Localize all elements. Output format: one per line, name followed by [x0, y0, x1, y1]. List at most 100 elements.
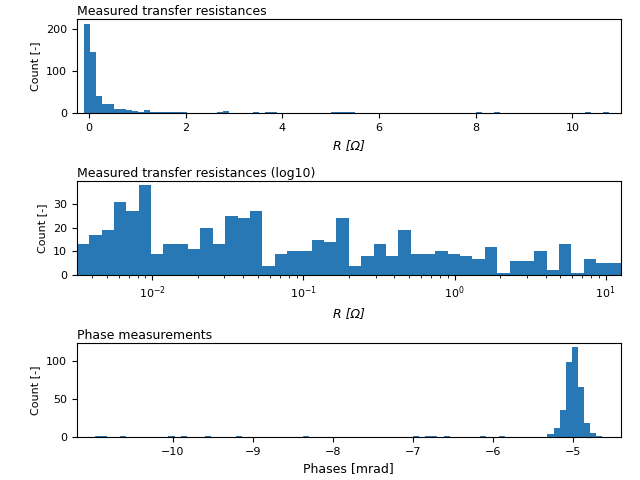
Text: Measured transfer resistances (log10): Measured transfer resistances (log10)	[77, 167, 315, 180]
Bar	[77, 244, 89, 275]
Bar	[547, 270, 559, 275]
Bar	[180, 436, 187, 437]
Bar	[145, 110, 150, 113]
Y-axis label: Count [-]: Count [-]	[30, 41, 40, 91]
Bar	[312, 240, 324, 275]
Bar	[225, 216, 237, 275]
Bar	[411, 254, 423, 275]
Bar	[175, 111, 180, 113]
Bar	[108, 104, 114, 113]
Bar	[84, 24, 90, 113]
Y-axis label: Count [-]: Count [-]	[37, 203, 47, 253]
Bar	[120, 436, 125, 437]
Bar	[374, 244, 386, 275]
Bar	[476, 112, 482, 113]
Bar	[102, 230, 114, 275]
Bar	[150, 111, 156, 113]
Bar	[435, 252, 448, 275]
Bar	[423, 254, 435, 275]
Bar	[126, 110, 132, 113]
Bar	[480, 436, 486, 437]
Bar	[494, 112, 500, 113]
Bar	[572, 273, 584, 275]
Bar	[547, 434, 554, 437]
Bar	[205, 436, 211, 437]
Bar	[448, 254, 460, 275]
Bar	[114, 109, 120, 113]
Bar	[163, 112, 168, 113]
Bar	[522, 261, 534, 275]
Y-axis label: Count [-]: Count [-]	[31, 365, 40, 415]
Bar	[431, 436, 437, 437]
Bar	[217, 112, 223, 113]
Bar	[168, 111, 175, 113]
Bar	[114, 202, 126, 275]
Bar	[200, 228, 212, 275]
Bar	[96, 96, 102, 113]
Bar	[349, 265, 361, 275]
Bar	[497, 273, 509, 275]
Bar	[262, 265, 275, 275]
Bar	[559, 244, 572, 275]
Bar	[603, 112, 609, 113]
Bar	[188, 249, 200, 275]
Bar	[138, 112, 145, 113]
Bar	[499, 436, 505, 437]
Bar	[102, 104, 108, 113]
Bar	[275, 254, 287, 275]
Bar	[126, 211, 139, 275]
Bar	[472, 259, 485, 275]
Bar	[332, 112, 337, 113]
Bar	[509, 261, 522, 275]
Bar	[460, 256, 472, 275]
Bar	[566, 361, 572, 437]
Bar	[163, 244, 176, 275]
Bar	[156, 112, 163, 113]
Bar	[398, 230, 411, 275]
X-axis label: R [Ω]: R [Ω]	[333, 307, 365, 320]
Bar	[337, 218, 349, 275]
Bar	[584, 259, 596, 275]
Bar	[324, 242, 337, 275]
Bar	[361, 256, 374, 275]
Bar	[578, 387, 584, 437]
Bar	[223, 111, 228, 113]
Bar	[554, 429, 559, 437]
Bar	[287, 252, 300, 275]
Bar	[180, 112, 187, 113]
Bar	[596, 436, 602, 437]
Bar	[425, 436, 431, 437]
Bar	[303, 436, 309, 437]
Bar	[584, 423, 590, 437]
Bar	[572, 347, 578, 437]
Bar	[176, 244, 188, 275]
Bar	[337, 111, 344, 113]
Bar	[485, 247, 497, 275]
Bar	[444, 436, 450, 437]
Bar	[151, 254, 163, 275]
Bar	[559, 410, 566, 437]
Text: Phase measurements: Phase measurements	[77, 329, 212, 342]
Text: Measured transfer resistances: Measured transfer resistances	[77, 5, 266, 18]
Bar	[237, 218, 250, 275]
Bar	[250, 211, 262, 275]
Bar	[89, 235, 102, 275]
Bar	[413, 436, 419, 437]
Bar	[212, 244, 225, 275]
Bar	[596, 263, 609, 275]
Bar	[120, 109, 126, 113]
Bar	[349, 112, 355, 113]
Bar	[344, 112, 349, 113]
Bar	[90, 52, 96, 113]
Bar	[132, 111, 138, 113]
Bar	[590, 433, 596, 437]
Bar	[253, 112, 259, 113]
Bar	[534, 252, 547, 275]
Bar	[236, 436, 242, 437]
X-axis label: R [Ω]: R [Ω]	[333, 139, 365, 152]
Bar	[101, 436, 108, 437]
Bar	[584, 112, 591, 113]
Bar	[168, 436, 175, 437]
Bar	[265, 112, 271, 113]
Bar	[271, 112, 277, 113]
